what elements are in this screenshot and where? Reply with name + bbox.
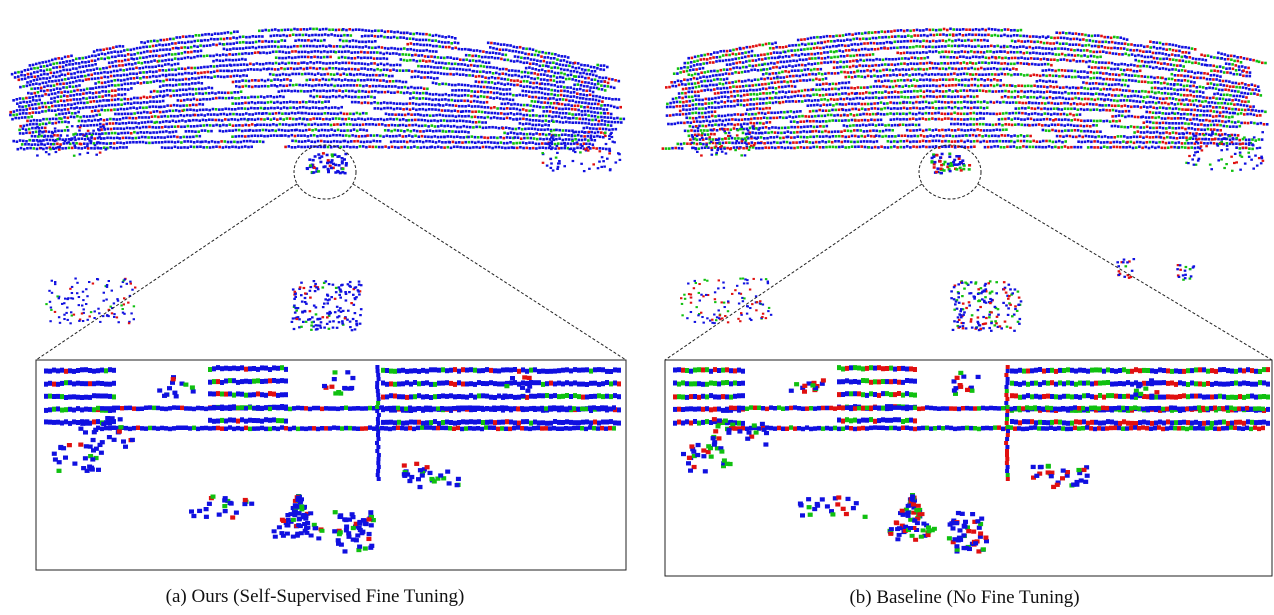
caption-baseline: (b) Baseline (No Fine Tuning) — [849, 587, 1080, 608]
scene-overview — [9, 27, 626, 175]
scene-overview — [661, 27, 1269, 175]
scene-midground — [680, 258, 1196, 332]
point-cloud-ours — [9, 27, 627, 571]
point-cloud-baseline — [661, 27, 1273, 577]
zoom-circle — [918, 144, 982, 200]
scene-midground — [45, 277, 363, 332]
panel-baseline: (b) Baseline (No Fine Tuning) — [655, 0, 1274, 615]
panel-ours: (a) Ours (Self-Supervised Fine Tuning) — [0, 0, 630, 615]
zoom-guides — [35, 183, 627, 361]
zoom-guides — [664, 183, 1273, 361]
caption-ours: (a) Ours (Self-Supervised Fine Tuning) — [165, 586, 465, 607]
zoom-circle — [293, 144, 357, 200]
zoom-inset — [664, 359, 1273, 577]
zoom-inset — [35, 359, 627, 571]
